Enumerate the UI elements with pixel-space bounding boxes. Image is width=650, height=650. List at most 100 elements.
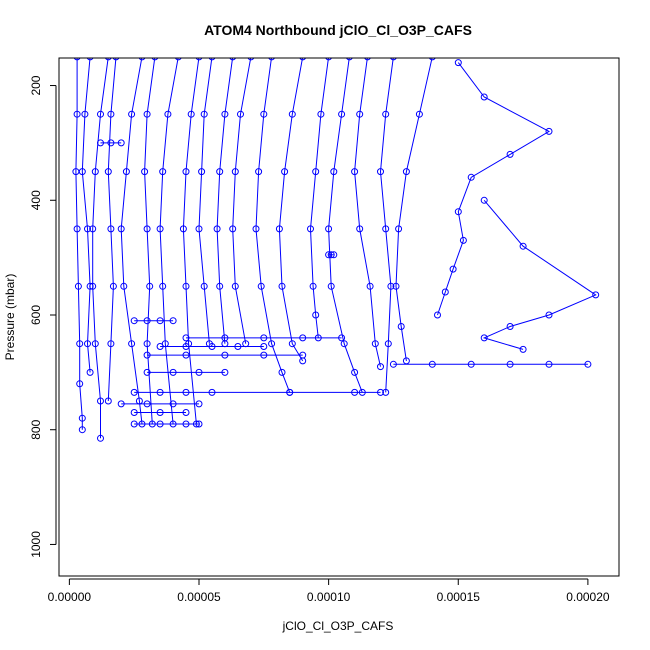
series-level-670 <box>143 351 307 359</box>
data-point <box>195 400 203 408</box>
data-point <box>234 343 242 350</box>
y-tick-label: 600 <box>29 305 43 325</box>
data-point <box>216 168 224 176</box>
data-point <box>312 311 320 319</box>
data-point <box>128 340 136 348</box>
series-profile-3 <box>89 58 112 442</box>
data-point <box>454 59 462 67</box>
data-point <box>146 282 154 290</box>
series-profile-1 <box>72 58 86 434</box>
data-point <box>143 400 151 408</box>
data-point <box>117 400 125 408</box>
data-point <box>89 225 97 233</box>
data-point <box>330 168 338 176</box>
data-point <box>143 110 151 118</box>
data-point <box>377 363 384 371</box>
data-point <box>237 110 244 118</box>
data-point <box>104 397 112 405</box>
data-point <box>364 58 371 61</box>
data-point <box>159 282 167 290</box>
data-point <box>208 388 216 396</box>
data-point <box>480 196 488 204</box>
series-line <box>107 58 117 402</box>
series-line <box>81 58 91 373</box>
data-point <box>340 340 348 348</box>
series-level-700 <box>143 368 229 376</box>
data-point <box>330 251 338 259</box>
data-point <box>182 343 190 350</box>
data-point <box>252 225 260 233</box>
series-level-610 <box>130 317 177 325</box>
series-level-495 <box>325 251 338 259</box>
series-profile-4 <box>104 58 120 405</box>
data-point <box>449 265 457 273</box>
data-point <box>182 388 190 396</box>
data-point <box>117 225 125 233</box>
data-point <box>208 343 216 350</box>
data-point <box>169 400 177 408</box>
y-axis: 200 400 600 800 1000 <box>29 75 57 558</box>
data-point <box>174 58 182 61</box>
data-point <box>156 317 164 325</box>
data-point <box>216 282 224 290</box>
data-point <box>97 110 104 118</box>
data-point <box>584 360 592 368</box>
data-point <box>519 345 527 353</box>
series-level-300 <box>97 139 125 147</box>
series-line <box>198 58 213 344</box>
data-point <box>397 323 405 330</box>
series-level-770 <box>130 409 190 416</box>
data-point <box>156 420 164 428</box>
data-point <box>281 168 289 176</box>
data-point <box>84 225 91 233</box>
data-point <box>213 225 221 233</box>
series-line <box>120 58 143 425</box>
data-point <box>356 110 364 118</box>
data-point <box>143 351 151 359</box>
data-point <box>91 168 99 176</box>
data-point <box>506 150 514 158</box>
data-point <box>195 58 203 61</box>
data-point <box>441 288 449 296</box>
data-point <box>325 225 333 233</box>
data-point <box>182 282 190 290</box>
data-point <box>76 340 84 348</box>
data-point <box>141 168 149 176</box>
data-point <box>428 58 436 61</box>
series-line <box>328 58 363 393</box>
series-line <box>92 58 109 439</box>
series-profile-10 <box>213 58 237 348</box>
data-point <box>156 388 164 396</box>
data-point <box>104 168 112 176</box>
series-line <box>182 58 200 425</box>
data-point <box>73 225 81 233</box>
data-point <box>480 93 488 101</box>
data-point <box>122 168 130 176</box>
series-line <box>437 62 551 316</box>
data-point <box>346 58 353 61</box>
data-point <box>112 58 120 61</box>
data-point <box>415 110 423 118</box>
data-point <box>382 110 390 118</box>
data-point <box>286 388 294 396</box>
data-point <box>434 311 441 319</box>
data-point <box>351 388 359 396</box>
data-point <box>74 282 82 290</box>
data-point <box>156 409 164 416</box>
data-point <box>395 225 403 233</box>
data-point <box>138 58 146 61</box>
data-point <box>187 110 195 118</box>
data-point <box>130 317 138 325</box>
series-profile-12 <box>252 58 294 396</box>
series-level-790 <box>130 420 203 428</box>
data-point <box>545 311 553 319</box>
data-point <box>73 58 81 61</box>
data-point <box>109 282 117 290</box>
series-line <box>482 199 597 350</box>
series-profile-2 <box>78 58 94 376</box>
data-point <box>76 380 84 388</box>
data-point <box>338 334 346 342</box>
chart-title: ATOM4 Northbound jClO_Cl_O3P_CAFS <box>204 22 472 38</box>
series-profile-17 <box>377 58 397 396</box>
series-line <box>159 58 179 425</box>
